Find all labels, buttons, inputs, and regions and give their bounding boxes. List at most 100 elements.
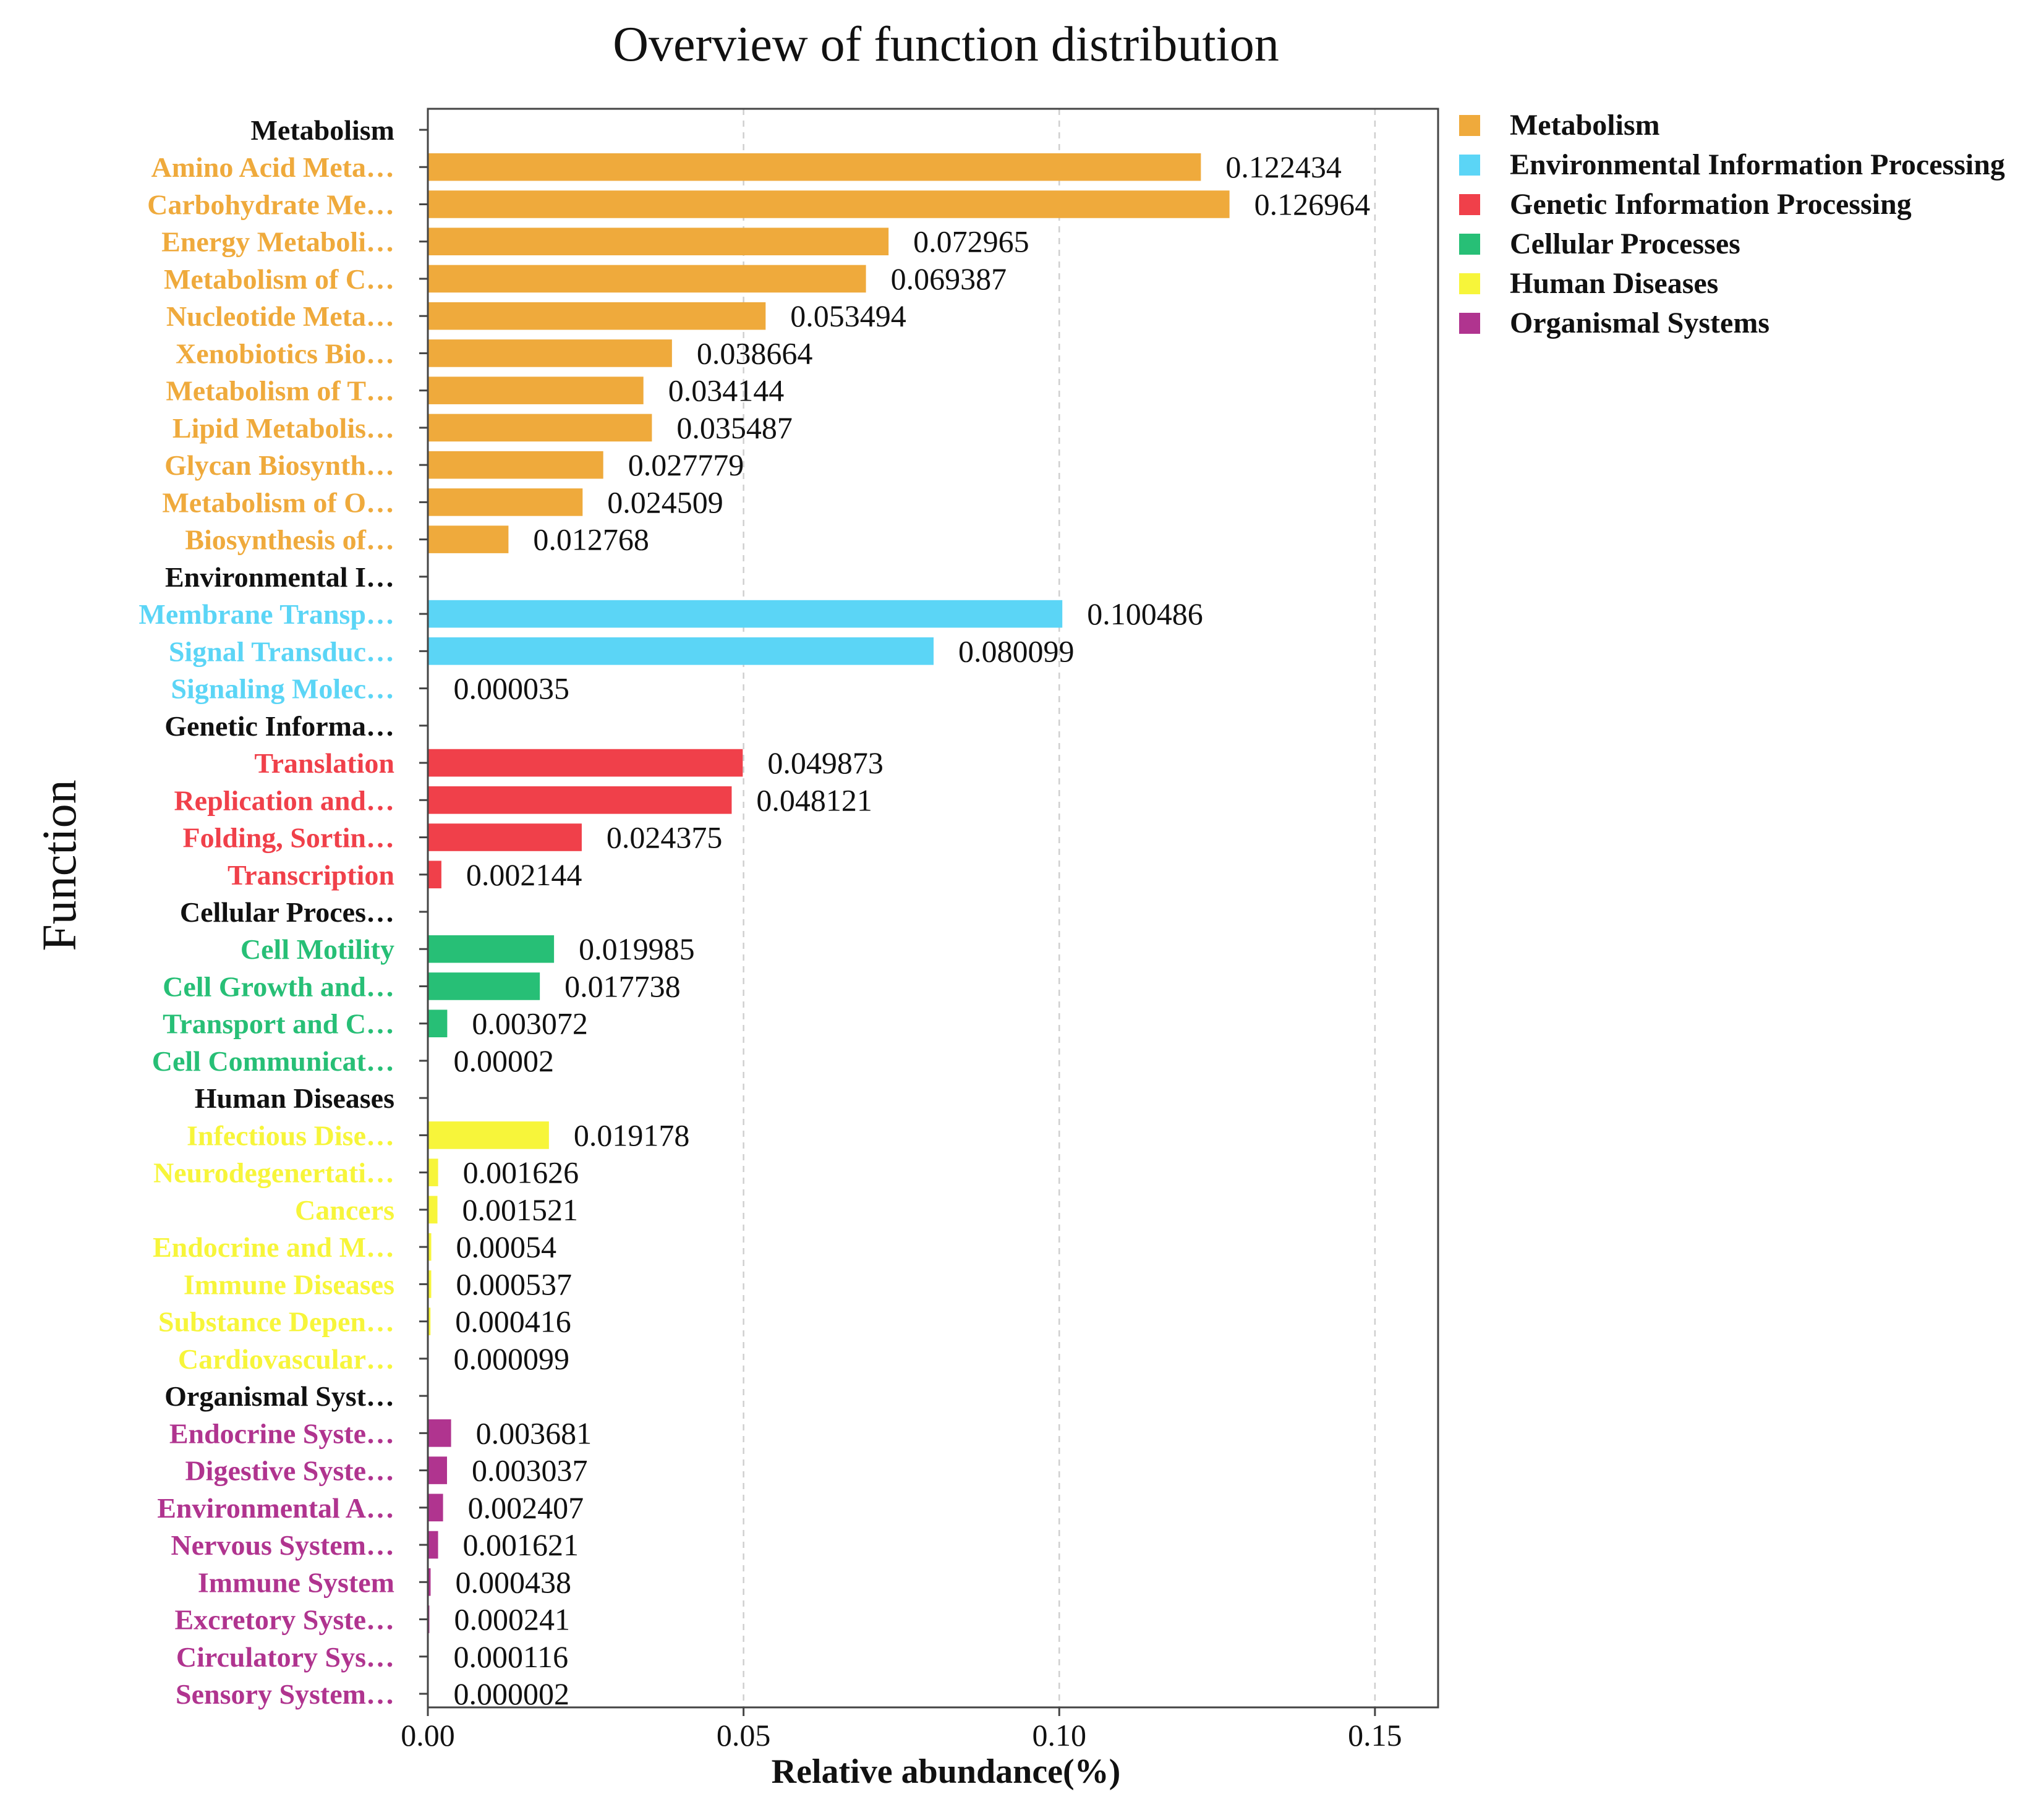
bar bbox=[428, 376, 644, 404]
category-label: Amino Acid Meta… bbox=[151, 151, 394, 183]
category-label: Cell Communicat… bbox=[152, 1045, 394, 1077]
legend-swatch bbox=[1459, 194, 1480, 215]
category-label: Neurodegenertati… bbox=[153, 1157, 394, 1189]
value-label: 0.00054 bbox=[456, 1230, 557, 1264]
category-group-header: Human Diseases bbox=[195, 1082, 394, 1114]
value-label: 0.000241 bbox=[454, 1602, 570, 1637]
category-label: Biosynthesis of… bbox=[185, 524, 394, 556]
x-tick-label: 0.15 bbox=[1348, 1718, 1402, 1753]
category-label: Glycan Biosynth… bbox=[164, 449, 394, 481]
value-label: 0.000416 bbox=[455, 1304, 571, 1339]
value-label: 0.00002 bbox=[454, 1043, 555, 1078]
bar bbox=[428, 265, 866, 293]
bar bbox=[428, 1456, 448, 1484]
bar bbox=[428, 823, 582, 851]
legend-swatch bbox=[1459, 234, 1480, 255]
bar bbox=[428, 1196, 438, 1224]
category-label: Signal Transduc… bbox=[169, 635, 394, 667]
bar bbox=[428, 451, 603, 479]
x-axis-ticks: 0.00 0.05 0.10 0.15 bbox=[401, 1707, 1402, 1753]
value-label: 0.000438 bbox=[455, 1565, 571, 1599]
x-tick-label: 0.05 bbox=[717, 1718, 771, 1753]
value-label: 0.122434 bbox=[1225, 150, 1342, 184]
legend-label: Cellular Processes bbox=[1510, 227, 1740, 260]
y-axis-title: Function bbox=[32, 780, 86, 951]
bar bbox=[428, 414, 652, 442]
legend-swatch bbox=[1459, 313, 1480, 334]
value-label: 0.126964 bbox=[1254, 187, 1371, 221]
chart-title: Overview of function distribution bbox=[613, 17, 1279, 72]
bar bbox=[428, 339, 672, 367]
bar bbox=[428, 1158, 438, 1186]
category-label: Cell Motility bbox=[241, 933, 394, 965]
value-label: 0.003037 bbox=[472, 1453, 588, 1488]
x-tick-label: 0.00 bbox=[401, 1718, 455, 1753]
bar bbox=[428, 1568, 431, 1596]
category-label: Infectious Dise… bbox=[187, 1120, 394, 1151]
value-label: 0.024375 bbox=[607, 820, 723, 855]
value-label: 0.001626 bbox=[463, 1155, 579, 1190]
value-label: 0.019178 bbox=[574, 1118, 690, 1152]
legend-label: Metabolism bbox=[1510, 109, 1660, 142]
legend-swatch bbox=[1459, 115, 1480, 136]
value-label: 0.017738 bbox=[564, 969, 681, 1003]
value-label: 0.012768 bbox=[533, 522, 649, 557]
value-label: 0.000035 bbox=[454, 671, 570, 706]
value-label: 0.035487 bbox=[676, 410, 793, 445]
category-label: Membrane Transp… bbox=[138, 598, 394, 630]
bar bbox=[428, 1493, 443, 1522]
legend-label: Genetic Information Processing bbox=[1510, 188, 1912, 221]
category-label: Energy Metaboli… bbox=[161, 226, 394, 258]
value-label: 0.100486 bbox=[1087, 597, 1203, 631]
value-label: 0.019985 bbox=[579, 932, 695, 966]
bar bbox=[428, 1307, 431, 1335]
bar bbox=[428, 1419, 451, 1447]
bar bbox=[428, 637, 934, 665]
category-label: Nucleotide Meta… bbox=[166, 300, 394, 332]
value-label: 0.069387 bbox=[891, 261, 1007, 296]
bars-group bbox=[428, 153, 1230, 1708]
category-group-header: Genetic Informa… bbox=[164, 710, 394, 742]
category-group-header: Organismal Syst… bbox=[164, 1380, 394, 1412]
value-label: 0.003072 bbox=[472, 1006, 588, 1041]
value-label: 0.027779 bbox=[628, 448, 744, 482]
x-tick-label: 0.10 bbox=[1033, 1718, 1087, 1753]
value-label: 0.053494 bbox=[790, 299, 906, 333]
category-label: Digestive Syste… bbox=[185, 1455, 394, 1487]
category-label: Endocrine and M… bbox=[153, 1231, 394, 1263]
category-label: Circulatory Sys… bbox=[176, 1641, 394, 1673]
value-label: 0.000002 bbox=[454, 1676, 570, 1711]
bar bbox=[428, 153, 1201, 181]
category-label: Immune Diseases bbox=[184, 1268, 394, 1300]
value-label: 0.000099 bbox=[454, 1341, 570, 1376]
bar bbox=[428, 525, 509, 553]
legend-swatch bbox=[1459, 273, 1480, 294]
bar bbox=[428, 860, 441, 889]
bar bbox=[428, 1009, 448, 1038]
category-label: Transport and C… bbox=[163, 1008, 394, 1040]
bar bbox=[428, 786, 732, 814]
category-labels: Metabolism Amino Acid Meta… Carbohydrate M… bbox=[138, 114, 428, 1710]
value-label: 0.080099 bbox=[958, 634, 1075, 668]
bar bbox=[428, 1531, 438, 1559]
value-label: 0.072965 bbox=[913, 224, 1029, 259]
category-label: Folding, Sortin… bbox=[182, 822, 394, 854]
category-label: Substance Depen… bbox=[158, 1306, 394, 1338]
legend-swatch bbox=[1459, 155, 1480, 176]
value-label: 0.049873 bbox=[767, 746, 884, 780]
bar bbox=[428, 1233, 432, 1261]
value-label: 0.003681 bbox=[476, 1416, 592, 1450]
category-label: Cardiovascular… bbox=[178, 1343, 394, 1375]
category-label: Cancers bbox=[295, 1194, 394, 1226]
bar bbox=[428, 190, 1230, 218]
value-label: 0.000537 bbox=[456, 1267, 572, 1301]
bar bbox=[428, 600, 1063, 628]
bar bbox=[428, 1270, 432, 1298]
bar bbox=[428, 302, 766, 330]
legend-label: Environmental Information Processing bbox=[1510, 148, 2005, 181]
category-label: Signaling Molec… bbox=[171, 673, 394, 705]
bar bbox=[428, 972, 540, 1000]
bar bbox=[428, 227, 889, 256]
category-label: Lipid Metabolis… bbox=[172, 412, 394, 444]
plot-frame bbox=[427, 108, 1439, 1709]
